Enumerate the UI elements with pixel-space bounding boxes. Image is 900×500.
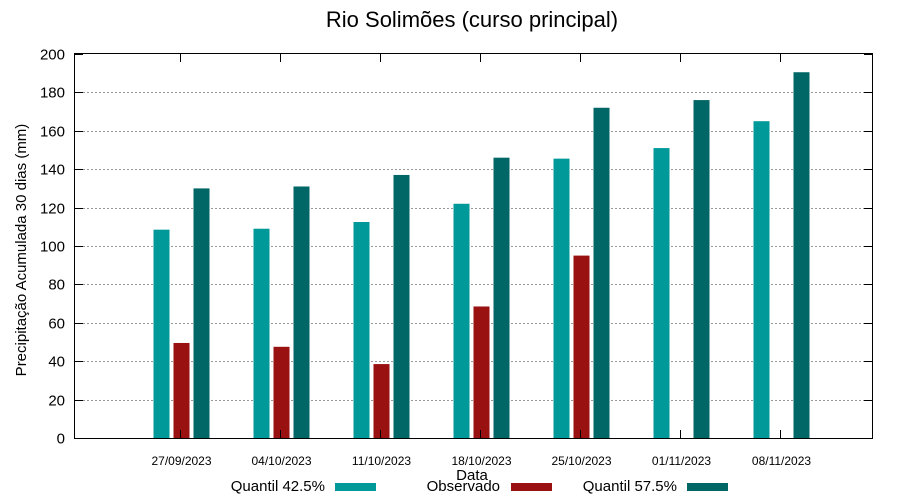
- y-tick-label: 0: [57, 431, 65, 448]
- bar: [273, 346, 290, 438]
- y-tick-label: 20: [48, 393, 65, 410]
- legend-label: Quantil 42.5%: [231, 478, 325, 495]
- bar: [353, 222, 370, 438]
- x-tick-label: 18/10/2023: [451, 454, 511, 468]
- x-tick-label: 11/10/2023: [352, 454, 411, 468]
- y-tick-label: 180: [40, 85, 65, 102]
- x-axis-ticks: 27/09/2023 04/10/2023 11/10/2023 18/10/2023…: [151, 54, 811, 468]
- bar: [793, 72, 810, 439]
- bar: [473, 306, 490, 438]
- x-tick-label: 04/10/2023: [251, 454, 311, 468]
- bar: [253, 228, 270, 438]
- y-tick-label: 60: [48, 316, 65, 333]
- chart-title: Rio Solimões (curso principal): [326, 7, 618, 32]
- bars: [153, 72, 810, 439]
- bar: [173, 342, 190, 438]
- y-tick-label: 200: [40, 47, 65, 64]
- bar: [193, 188, 210, 438]
- legend-swatch: [687, 483, 728, 491]
- bar: [693, 100, 710, 438]
- y-tick-label: 140: [40, 162, 65, 179]
- y-tick-label: 160: [40, 124, 65, 141]
- legend: Quantil 42.5% Observado Quantil 57.5%: [231, 478, 728, 495]
- plot-frame: [74, 53, 873, 439]
- legend-label: Observado: [427, 478, 500, 495]
- x-tick-label: 01/11/2023: [652, 454, 711, 468]
- bar: [453, 203, 470, 438]
- y-tick-label: 120: [40, 201, 65, 218]
- bar: [653, 148, 670, 438]
- bar: [153, 229, 170, 438]
- bar: [573, 255, 590, 438]
- bar: [553, 158, 570, 438]
- y-tick-label: 40: [48, 354, 65, 371]
- legend-swatch: [335, 483, 376, 491]
- x-tick-label: 25/10/2023: [551, 454, 611, 468]
- bar: [393, 174, 410, 438]
- y-tick-label: 100: [40, 239, 65, 256]
- x-tick-label: 08/11/2023: [752, 454, 811, 468]
- bar: [293, 186, 310, 438]
- legend-label: Quantil 57.5%: [583, 478, 677, 495]
- x-tick-label: 27/09/2023: [151, 454, 211, 468]
- bar: [373, 364, 390, 438]
- x-axis-label: Data: [456, 467, 488, 484]
- y-axis-label: Precipitação Acumulada 30 dias (mm): [13, 124, 30, 377]
- bar: [593, 107, 610, 438]
- bar: [493, 157, 510, 438]
- y-tick-label: 80: [48, 277, 65, 294]
- bar: [753, 121, 770, 438]
- y-axis-ticks: 0 20 40 60 80 100 120 140 160 180 200: [40, 47, 872, 448]
- legend-swatch: [511, 483, 552, 491]
